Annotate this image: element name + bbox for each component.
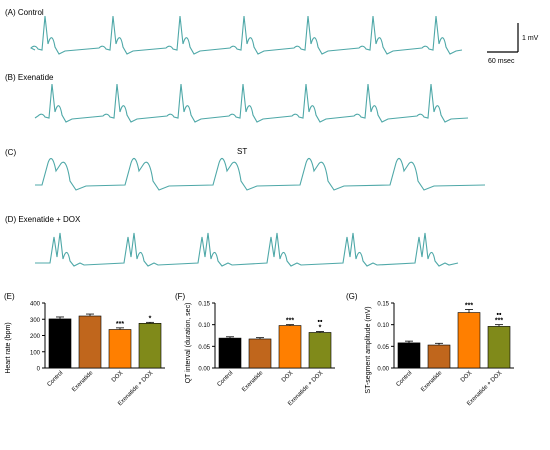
- bar: [457, 312, 481, 369]
- scale-voltage-label: 1 mV: [522, 35, 539, 42]
- y-tick-label: 400: [30, 302, 41, 308]
- ecg-traces: [30, 15, 486, 267]
- y-tick-label: 0.00: [198, 367, 210, 373]
- bar: [308, 332, 332, 369]
- y-axis-title: ST-segment amplitude (mV): [365, 306, 372, 393]
- bar: [78, 315, 102, 369]
- y-tick-label: 0.15: [377, 302, 389, 308]
- y-axis-title: Heart rate (bpm): [5, 322, 12, 373]
- x-tick-label: Exenatide: [241, 370, 265, 394]
- y-tick-label: 0.10: [198, 323, 210, 329]
- st-annotation: ST: [237, 147, 247, 156]
- bar: [278, 325, 302, 369]
- significance-marker: ***: [116, 321, 124, 328]
- y-tick-label: 0.05: [198, 345, 210, 351]
- x-tick-label: DOX: [281, 370, 294, 383]
- bar: [108, 329, 132, 369]
- y-tick-label: 200: [30, 334, 41, 340]
- significance-marker: ••: [318, 319, 323, 326]
- bar: [138, 323, 162, 369]
- significance-marker: ***: [286, 318, 294, 325]
- bar: [427, 344, 451, 369]
- x-tick-label: DOX: [460, 370, 473, 383]
- panel-g-label: (G): [346, 292, 358, 301]
- y-tick-label: 0: [37, 367, 41, 373]
- y-tick-label: 0.15: [198, 302, 210, 308]
- scale-bar: 1 mV 60 msec: [487, 23, 539, 65]
- y-tick-label: 0.00: [377, 367, 389, 373]
- panel-c-label: (C): [5, 148, 16, 157]
- x-tick-label: Control: [46, 370, 64, 388]
- ecg-trace-d: [35, 232, 459, 267]
- ecg-trace-b: [34, 83, 469, 123]
- x-tick-label: Exenatide: [71, 370, 95, 394]
- significance-marker: *: [319, 325, 322, 332]
- bar: [248, 338, 272, 369]
- ecg-trace-c: [35, 157, 486, 191]
- bar-chart-qt-interval: (F) QT interval (duration, sec) 0.00 0.05…: [175, 292, 335, 407]
- panel-b-label: (B) Exenatide: [5, 73, 54, 82]
- y-tick-label: 100: [30, 350, 41, 356]
- x-tick-label: DOX: [111, 370, 124, 383]
- significance-marker: *: [149, 315, 152, 322]
- ecg-trace-a: [30, 15, 463, 55]
- significance-marker: ••: [497, 312, 502, 319]
- bar-chart-heart-rate: (E) Heart rate (bpm) 0 100 200 300 400 Contro…: [4, 292, 165, 407]
- bar: [218, 337, 242, 369]
- y-tick-label: 0.05: [377, 345, 389, 351]
- panel-f-label: (F): [175, 292, 186, 301]
- panel-a-label: (A) Control: [5, 8, 44, 17]
- y-tick-label: 300: [30, 318, 41, 324]
- panel-d-label: (D) Exenatide + DOX: [5, 215, 81, 224]
- bar: [487, 326, 511, 369]
- y-axis-title: QT interval (duration, sec): [185, 303, 192, 384]
- scale-time-label: 60 msec: [488, 58, 515, 65]
- significance-marker: ***: [495, 318, 503, 325]
- bar: [397, 342, 421, 369]
- bar: [48, 318, 72, 369]
- x-tick-label: Control: [216, 370, 234, 388]
- panel-e-label: (E): [4, 292, 15, 301]
- significance-marker: ***: [465, 303, 473, 310]
- x-tick-label: Exenatide: [420, 370, 444, 394]
- x-tick-label: Control: [395, 370, 413, 388]
- bar-chart-st-amplitude: (G) ST-segment amplitude (mV) 0.00 0.05 0.…: [346, 292, 514, 407]
- y-tick-label: 0.10: [377, 323, 389, 329]
